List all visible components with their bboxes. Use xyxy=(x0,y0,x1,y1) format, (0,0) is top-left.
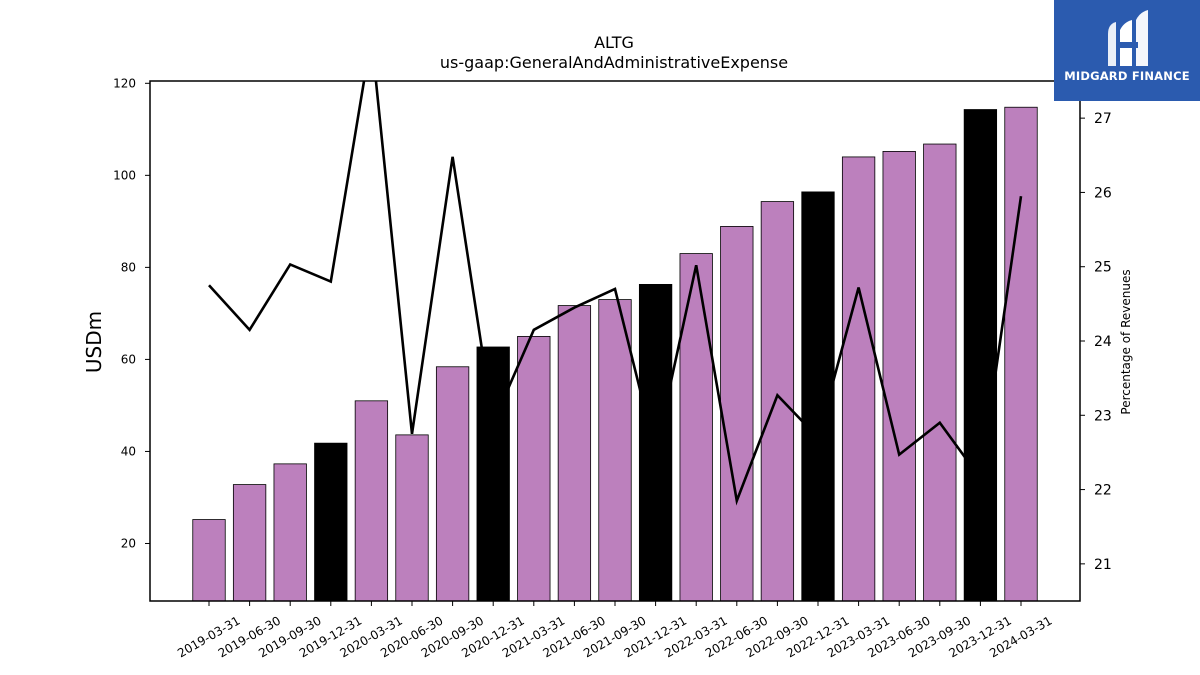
bar-2023-03-31 xyxy=(841,156,876,602)
bar-2019-09-30 xyxy=(273,463,307,602)
logo-text: MIDGARD FINANCE xyxy=(1064,69,1190,83)
y-tick-label: 20 xyxy=(121,536,136,550)
y2-tick-label: 21 xyxy=(1094,557,1112,573)
bar-2019-12-31 xyxy=(314,442,348,602)
bar-2019-03-31 xyxy=(192,519,226,602)
bar-2019-06-30 xyxy=(232,484,267,602)
bar-2021-09-30 xyxy=(598,299,632,602)
brand-logo: MIDGARD FINANCE xyxy=(1054,0,1200,101)
bar-2021-06-30 xyxy=(557,305,592,602)
line-layer xyxy=(208,81,1023,506)
bars-layer xyxy=(192,106,1038,602)
y2-tick-label: 23 xyxy=(1094,408,1112,424)
bar-2021-03-31 xyxy=(517,335,551,602)
bar-2020-06-30 xyxy=(395,434,429,602)
chart-subtitle: us-gaap:GeneralAndAdministrativeExpense xyxy=(440,53,788,72)
y2-tick-label: 22 xyxy=(1094,483,1112,499)
y-tick-label: 100 xyxy=(113,168,136,182)
y2-tick-label: 24 xyxy=(1094,334,1112,350)
y2-tick-label: 26 xyxy=(1094,185,1112,201)
bar-2023-09-30 xyxy=(923,143,957,602)
bar-2021-12-31 xyxy=(638,283,673,602)
y-tick-label: 60 xyxy=(121,352,136,366)
bar-2022-06-30 xyxy=(720,226,754,602)
line-percentage-of-revenues xyxy=(208,81,1023,506)
y2-tick-label: 27 xyxy=(1094,111,1112,127)
bar-2022-09-30 xyxy=(760,201,795,602)
bar-2020-09-30 xyxy=(435,366,470,602)
y2-tick-label: 25 xyxy=(1094,260,1112,276)
logo-mark-icon xyxy=(1108,10,1148,66)
y2-axis-label: Percentage of Revenues xyxy=(1119,269,1133,414)
y-tick-label: 80 xyxy=(121,260,136,274)
bar-2020-12-31 xyxy=(476,346,510,602)
bar-2020-03-31 xyxy=(354,400,389,602)
y-tick-label: 40 xyxy=(121,444,136,458)
y-axis-label: USDm xyxy=(82,311,106,373)
bar-2023-12-31 xyxy=(963,109,998,602)
bar-2022-03-31 xyxy=(679,253,713,602)
bar-2024-03-31 xyxy=(1004,106,1038,602)
chart-title: ALTG xyxy=(594,33,634,52)
y-tick-label: 120 xyxy=(113,76,136,90)
bar-2023-06-30 xyxy=(882,151,916,602)
